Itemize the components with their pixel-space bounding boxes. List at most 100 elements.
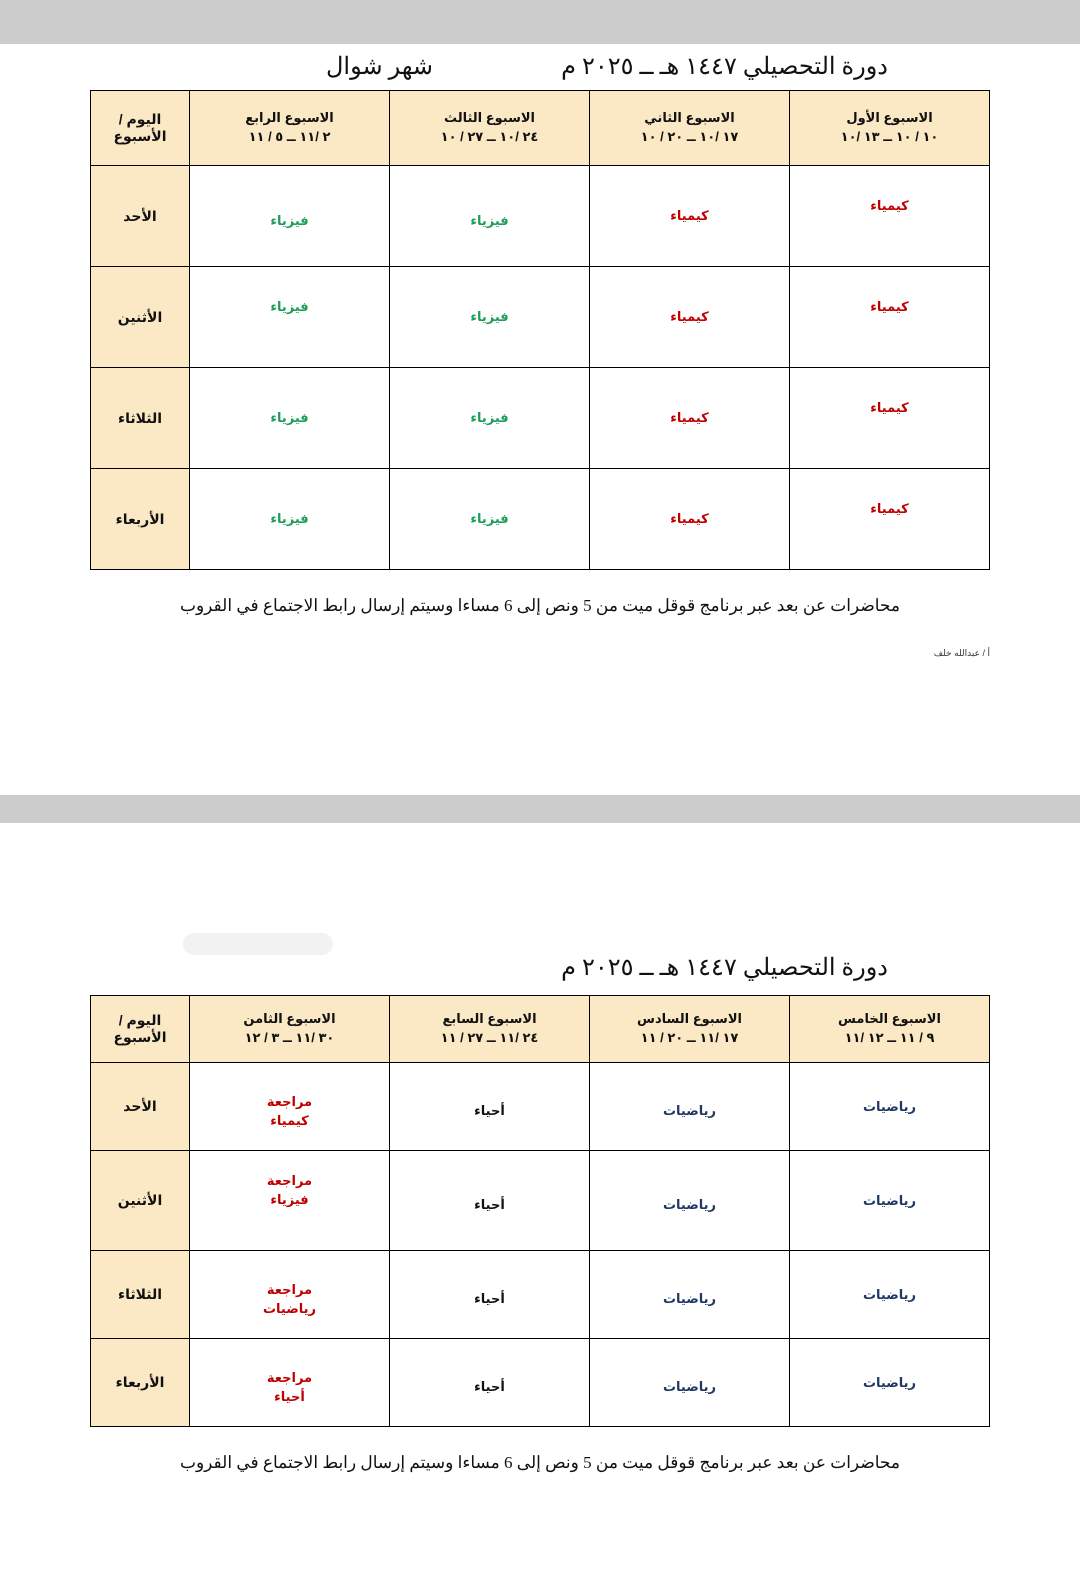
- schedule-table-page-2: الاسبوع الخامس ٩ / ١١ ــ ١٢ /١١ الاسبوع …: [90, 995, 990, 1427]
- page-1: دورة التحصيلي ١٤٤٧ هـ ــ ٢٠٢٥ م شهر شوال…: [0, 44, 1080, 659]
- review-subject-cell: مراجعة أحياء: [189, 1338, 390, 1427]
- week-name: الاسبوع الثاني: [644, 110, 735, 126]
- subject-cell: رياضيات: [789, 1150, 990, 1251]
- subject-label: فيزياء: [270, 212, 309, 228]
- signature: أ / عبدالله خلف: [933, 648, 990, 658]
- subject-cell: أحياء: [389, 1250, 590, 1339]
- day-label: الأحد: [90, 1062, 190, 1151]
- day-label: الثلاثاء: [90, 367, 190, 469]
- day-column-header: اليوم / الأسبوع: [90, 90, 190, 166]
- subject-cell: فيزياء: [389, 367, 590, 469]
- subject-label: كيمياء: [670, 511, 709, 527]
- subject-label: أحياء: [474, 1291, 505, 1307]
- week-header-8: الاسبوع الثامن ٣٠ /١١ ــ ٣ / ١٢: [189, 995, 390, 1063]
- subject-label: كيمياء: [870, 500, 909, 516]
- subject-cell: كيمياء: [789, 367, 990, 469]
- subject-cell: كيمياء: [789, 266, 990, 368]
- week-name: الاسبوع الثالث: [443, 110, 536, 126]
- page-2-title-row: دورة التحصيلي ١٤٤٧ هـ ــ ٢٠٢٥ م: [82, 933, 998, 995]
- subject-cell: رياضيات: [589, 1338, 790, 1427]
- subject-label: أحياء: [474, 1103, 505, 1119]
- subject-label: فيزياء: [270, 511, 309, 527]
- week-dates: ٣٠ /١١ ــ ٣ / ١٢: [244, 1030, 335, 1045]
- week-header-3: الاسبوع الثالث ٢٤ /١٠ ــ ٢٧ / ١٠: [389, 90, 590, 166]
- subject-label: رياضيات: [862, 1286, 917, 1302]
- subject-cell: فيزياء: [389, 165, 590, 267]
- subject-label: رياضيات: [862, 1192, 917, 1208]
- week-header-5: الاسبوع الخامس ٩ / ١١ ــ ١٢ /١١: [789, 995, 990, 1063]
- day-label: الأثنين: [90, 266, 190, 368]
- subject-cell: كيمياء: [789, 165, 990, 267]
- subject-label: فيزياء: [470, 511, 509, 527]
- review-subject-cell: مراجعة كيمياء: [189, 1062, 390, 1151]
- week-name: الاسبوع السابع: [442, 1011, 537, 1027]
- week-dates: ١٧ /١١ ــ ٢٠ / ١١: [640, 1030, 739, 1045]
- week-header-7: الاسبوع السابع ٢٤ /١١ ــ ٢٧ / ١١: [389, 995, 590, 1063]
- subject-label: أحياء: [474, 1197, 505, 1213]
- subject-cell: كيمياء: [589, 468, 790, 570]
- review-subject-cell: مراجعة فيزياء: [189, 1150, 390, 1251]
- subject-cell: رياضيات: [789, 1338, 990, 1427]
- subject-label: كيمياء: [670, 208, 709, 224]
- subject-label: رياضيات: [862, 1374, 917, 1390]
- table-row: رياضيات رياضيات أحياء مراجعة رياضيات الث…: [90, 1250, 990, 1339]
- subject-label: كيمياء: [270, 1113, 309, 1128]
- subject-label: فيزياء: [270, 1192, 309, 1207]
- week-header-2: الاسبوع الثاني ١٧ /١٠ ــ ٢٠ / ١٠: [589, 90, 790, 166]
- week-header-1: الاسبوع الأول ١٠ / ١٠ ــ ١٣ /١٠: [789, 90, 990, 166]
- table-row: كيمياء كيمياء فيزياء فيزياء الأثنين: [90, 266, 990, 368]
- day-label: الأثنين: [90, 1150, 190, 1251]
- page-separator-gray-band: [0, 795, 1080, 823]
- page-2: دورة التحصيلي ١٤٤٧ هـ ــ ٢٠٢٥ م الاسبوع …: [0, 823, 1080, 1473]
- subject-cell: أحياء: [389, 1338, 590, 1427]
- week-dates: ٢ /١١ ــ ٥ / ١١: [248, 129, 331, 144]
- table-row: رياضيات رياضيات أحياء مراجعة أحياء الأرب…: [90, 1338, 990, 1427]
- subject-cell: فيزياء: [189, 367, 390, 469]
- subject-label: أحياء: [274, 1389, 305, 1404]
- day-label: الأحد: [90, 165, 190, 267]
- subject-cell: كيمياء: [789, 468, 990, 570]
- watermark-block: [183, 933, 333, 955]
- week-dates: ١٠ / ١٠ ــ ١٣ /١٠: [840, 129, 939, 144]
- subject-label: فيزياء: [470, 309, 509, 325]
- month-label: شهر شوال: [325, 54, 433, 80]
- subject-label: فيزياء: [270, 410, 309, 426]
- page-1-title-row: دورة التحصيلي ١٤٤٧ هـ ــ ٢٠٢٥ م شهر شوال: [82, 44, 998, 90]
- week-name: الاسبوع السادس: [637, 1011, 742, 1027]
- table-header-row: الاسبوع الخامس ٩ / ١١ ــ ١٢ /١١ الاسبوع …: [90, 995, 990, 1063]
- week-dates: ٢٤ /١٠ ــ ٢٧ / ١٠: [440, 129, 539, 144]
- subject-cell: كيمياء: [589, 367, 790, 469]
- subject-label: كيمياء: [670, 410, 709, 426]
- subject-cell: فيزياء: [389, 266, 590, 368]
- week-dates: ٩ / ١١ ــ ١٢ /١١: [844, 1030, 935, 1045]
- page-title: دورة التحصيلي ١٤٤٧ هـ ــ ٢٠٢٥ م: [561, 54, 888, 80]
- review-label: مراجعة: [266, 1172, 313, 1188]
- review-subject-cell: مراجعة رياضيات: [189, 1250, 390, 1339]
- subject-label: رياضيات: [662, 1197, 717, 1213]
- schedule-table-page-1: الاسبوع الأول ١٠ / ١٠ ــ ١٣ /١٠ الاسبوع …: [90, 90, 990, 570]
- top-gray-band: [0, 0, 1080, 44]
- subject-label: فيزياء: [470, 410, 509, 426]
- subject-cell: فيزياء: [189, 468, 390, 570]
- subject-cell: رياضيات: [589, 1150, 790, 1251]
- subject-cell: كيمياء: [589, 266, 790, 368]
- subject-label: رياضيات: [662, 1103, 717, 1119]
- table-row: كيمياء كيمياء فيزياء فيزياء الأحد: [90, 165, 990, 267]
- subject-cell: رياضيات: [589, 1250, 790, 1339]
- review-label: مراجعة: [266, 1281, 313, 1297]
- week-dates: ٢٤ /١١ ــ ٢٧ / ١١: [440, 1030, 539, 1045]
- subject-cell: كيمياء: [589, 165, 790, 267]
- subject-label: رياضيات: [662, 1291, 717, 1307]
- subject-label: كيمياء: [870, 399, 909, 415]
- subject-cell: رياضيات: [789, 1250, 990, 1339]
- subject-label: رياضيات: [862, 1098, 917, 1114]
- table-row: رياضيات رياضيات أحياء مراجعة كيمياء الأح…: [90, 1062, 990, 1151]
- review-label: مراجعة: [266, 1369, 313, 1385]
- subject-label: رياضيات: [662, 1379, 717, 1395]
- subject-cell: رياضيات: [589, 1062, 790, 1151]
- table-row: كيمياء كيمياء فيزياء فيزياء الثلاثاء: [90, 367, 990, 469]
- week-dates: ١٧ /١٠ ــ ٢٠ / ١٠: [640, 129, 739, 144]
- subject-cell: فيزياء: [189, 266, 390, 368]
- week-name: الاسبوع الأول: [846, 110, 933, 126]
- review-label: مراجعة: [266, 1093, 313, 1109]
